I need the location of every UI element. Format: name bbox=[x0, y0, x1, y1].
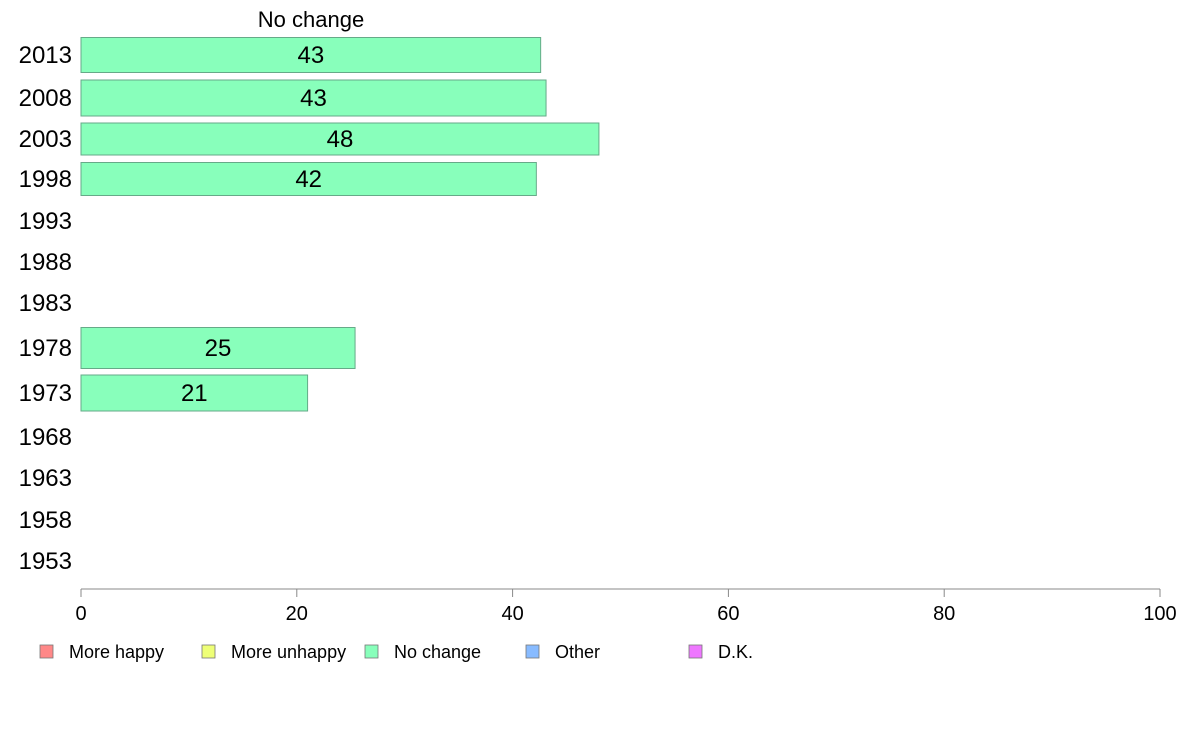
y-label-1958: 1958 bbox=[19, 507, 72, 534]
legend-swatch-no-change bbox=[364, 644, 379, 659]
x-axis: 0 20 40 60 80 100 bbox=[75, 588, 1177, 625]
bar-value-label-1998: 42 bbox=[295, 166, 322, 193]
legend: More happy More unhappy No change Other D.K. bbox=[39, 642, 753, 662]
y-label-1968: 1968 bbox=[19, 424, 72, 451]
y-label-1993: 1993 bbox=[19, 208, 72, 235]
y-label-2013: 2013 bbox=[19, 42, 72, 69]
bar-2013 bbox=[80, 37, 542, 73]
y-label-2008: 2008 bbox=[19, 85, 72, 112]
bar-2008 bbox=[80, 79, 547, 117]
legend-label-more-happy: More happy bbox=[69, 642, 164, 662]
bar-1998 bbox=[80, 162, 537, 196]
y-label-1988: 1988 bbox=[19, 249, 72, 276]
legend-swatch-more-unhappy bbox=[201, 644, 216, 659]
y-label-2003: 2003 bbox=[19, 126, 72, 153]
y-label-1953: 1953 bbox=[19, 548, 72, 575]
legend-swatch-more-happy bbox=[39, 644, 54, 659]
bar-2003 bbox=[80, 122, 600, 156]
x-tick-label-20: 20 bbox=[286, 603, 308, 625]
y-label-1973: 1973 bbox=[19, 380, 72, 407]
y-label-1978: 1978 bbox=[19, 335, 72, 362]
bar-1978 bbox=[80, 327, 356, 369]
legend-label-no-change: No change bbox=[394, 642, 481, 662]
legend-swatch-other bbox=[525, 644, 540, 659]
bar-value-label-1978: 25 bbox=[205, 335, 232, 362]
y-label-1963: 1963 bbox=[19, 465, 72, 492]
x-tick-label-0: 0 bbox=[75, 603, 86, 625]
x-tick-label-100: 100 bbox=[1143, 603, 1176, 625]
legend-label-d-k: D.K. bbox=[718, 642, 753, 662]
bar-1973 bbox=[80, 374, 309, 412]
legend-swatch-d-k bbox=[688, 644, 703, 659]
x-tick-label-80: 80 bbox=[933, 603, 955, 625]
x-tick-label-40: 40 bbox=[501, 603, 523, 625]
legend-label-other: Other bbox=[555, 642, 600, 662]
bar-value-label-2003: 48 bbox=[327, 126, 354, 153]
x-tick-label-60: 60 bbox=[717, 603, 739, 625]
chart-title: No change bbox=[258, 7, 364, 32]
bar-value-label-1973: 21 bbox=[181, 380, 208, 407]
bar-value-label-2013: 43 bbox=[297, 42, 324, 69]
y-label-1983: 1983 bbox=[19, 290, 72, 317]
y-label-1998: 1998 bbox=[19, 166, 72, 193]
legend-label-more-unhappy: More unhappy bbox=[231, 642, 346, 662]
y-axis-labels: 2013 2008 2003 1998 1993 1988 1983 1978 1973 1968… bbox=[19, 42, 72, 575]
bar-value-label-2008: 43 bbox=[300, 85, 327, 112]
